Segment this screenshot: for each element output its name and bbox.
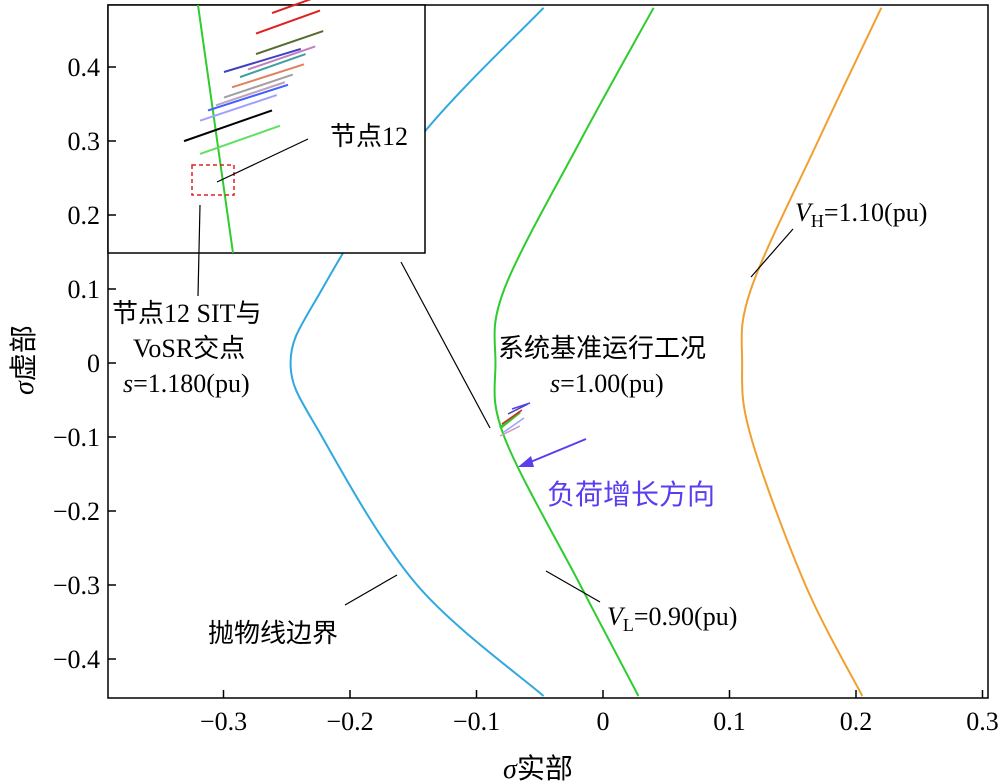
x-tick-label-4: 0.1 (713, 707, 746, 736)
vh-label: VH=1.10(pu) (795, 198, 927, 231)
parabola-leader (344, 574, 398, 606)
x-axis-label: σ实部 (503, 753, 573, 783)
base-s-label: s=1.00(pu) (550, 369, 664, 398)
plot-frame (107, 4, 989, 699)
curve-2 (740, 7, 883, 697)
load-growth-label: 负荷增长方向 (547, 479, 715, 511)
y-tick-label-4: 0 (87, 349, 100, 378)
zoom-leader (400, 261, 491, 429)
inset-trajectories (183, 0, 324, 155)
x-axis-ticks: −0.3 −0.2 −0.1 0 0.1 0.2 0.3 (200, 690, 999, 736)
node12-leader (216, 138, 309, 183)
x-tick-label-0: −0.3 (200, 707, 247, 736)
x-tick-label-5: 0.2 (840, 707, 873, 736)
inset-trajectory-2 (255, 30, 324, 56)
load-growth-arrow (518, 438, 587, 467)
inset-trajectory-11 (183, 109, 273, 143)
x-tick-label-6: 0.3 (966, 707, 999, 736)
curve-1 (493, 7, 655, 697)
sit-leader (197, 204, 201, 297)
inset-trajectory-4 (223, 48, 302, 73)
y-tick-label-8: 0.4 (68, 53, 101, 82)
sit-label-line1: 节点12 SIT与 (112, 299, 262, 328)
inset-frame (107, 4, 426, 254)
x-tick-label-3: 0 (597, 707, 610, 736)
node12-label: 节点12 (330, 122, 408, 151)
x-tick-label-1: −0.2 (326, 707, 373, 736)
inset-trajectory-1 (255, 9, 321, 35)
inset-trajectory-10 (199, 94, 278, 122)
inset-trajectory-12 (199, 124, 281, 155)
inset-trajectory-8 (215, 81, 286, 107)
vh-leader (750, 228, 794, 278)
inset-trajectory-9 (207, 83, 289, 112)
y-axis-label: σ虚部 (8, 325, 40, 395)
inset-trajectory-0 (271, 0, 312, 15)
sit-vosr-box (191, 164, 235, 196)
inset-trajectory-5 (239, 53, 306, 79)
inset-vl-boundary (197, 4, 234, 254)
sit-s-label: s=1.180(pu) (123, 369, 250, 398)
y-tick-label-0: −0.4 (53, 645, 100, 674)
base-cluster (499, 402, 531, 437)
vl-leader (545, 570, 601, 603)
base-label-line1: 系统基准运行工况 (498, 334, 706, 363)
inset-trajectory-6 (231, 63, 305, 89)
y-tick-label-1: −0.3 (53, 571, 100, 600)
y-axis-ticks: −0.4 −0.3 −0.2 −0.1 0 0.1 0.2 0.3 0.4 (53, 53, 116, 674)
vl-label: VL=0.90(pu) (607, 602, 737, 635)
y-tick-label-2: −0.2 (53, 497, 100, 526)
sit-label-line2: VoSR交点 (133, 334, 245, 363)
inset-trajectory-7 (223, 73, 294, 99)
inset-trajectory-3 (247, 45, 316, 71)
parabola-label: 抛物线边界 (208, 619, 338, 648)
y-tick-label-6: 0.2 (68, 201, 101, 230)
y-tick-label-3: −0.1 (53, 423, 100, 452)
x-tick-label-2: −0.1 (453, 707, 500, 736)
y-tick-label-7: 0.3 (68, 127, 101, 156)
y-tick-label-5: 0.1 (68, 275, 101, 304)
